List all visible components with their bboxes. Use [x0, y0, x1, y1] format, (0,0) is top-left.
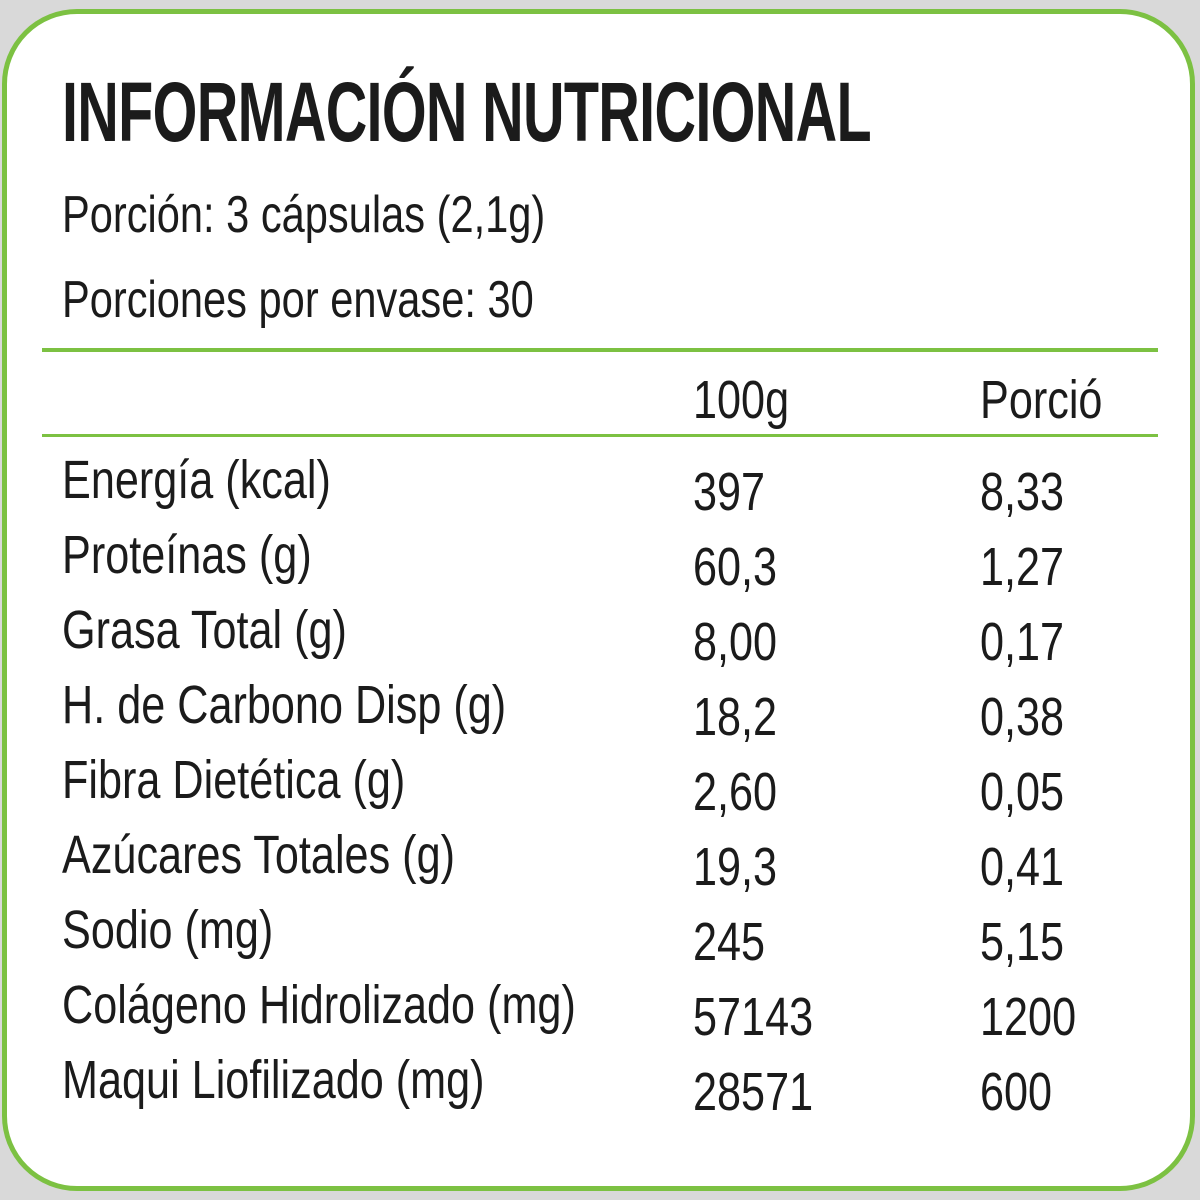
nutrient-row: Sodio (mg) 245 5,15: [0, 900, 1200, 975]
value-per-portion: 600: [980, 1062, 1053, 1122]
nutrient-row: H. de Carbono Disp (g) 18,2 0,38: [0, 675, 1200, 750]
value-per-100g: 245: [693, 912, 766, 972]
value-per-portion: 0,41: [980, 837, 1065, 897]
servings-per-container: Porciones por envase: 30: [62, 271, 534, 329]
nutrient-label: Grasa Total (g): [62, 600, 347, 660]
value-per-100g: 57143: [693, 987, 814, 1047]
serving-size: Porción: 3 cápsulas (2,1g): [62, 186, 546, 244]
value-per-100g: 19,3: [693, 837, 778, 897]
nutrient-row: Energía (kcal) 397 8,33: [0, 450, 1200, 525]
nutrient-row: Fibra Dietética (g) 2,60 0,05: [0, 750, 1200, 825]
nutrient-row: Azúcares Totales (g) 19,3 0,41: [0, 825, 1200, 900]
nutrient-label: Sodio (mg): [62, 900, 274, 960]
nutrient-row: Grasa Total (g) 8,00 0,17: [0, 600, 1200, 675]
nutrient-label: H. de Carbono Disp (g): [62, 675, 507, 735]
nutrient-row: Proteínas (g) 60,3 1,27: [0, 525, 1200, 600]
label-title: INFORMACIÓN NUTRICIONAL: [62, 65, 872, 159]
column-header-100g: 100g: [693, 370, 790, 430]
value-per-portion: 1,27: [980, 537, 1065, 597]
value-per-100g: 8,00: [693, 612, 778, 672]
value-per-portion: 8,33: [980, 462, 1065, 522]
value-per-100g: 28571: [693, 1062, 814, 1122]
value-per-100g: 397: [693, 462, 766, 522]
value-per-100g: 2,60: [693, 762, 778, 822]
nutrient-row: Colágeno Hidrolizado (mg) 57143 1200: [0, 975, 1200, 1050]
value-per-100g: 18,2: [693, 687, 778, 747]
value-per-portion: 1200: [980, 987, 1077, 1047]
nutrition-label-card: [2, 9, 1195, 1191]
column-header-portion: Porció: [980, 370, 1103, 430]
nutrient-label: Fibra Dietética (g): [62, 750, 406, 810]
value-per-portion: 5,15: [980, 912, 1065, 972]
nutrient-label: Maqui Liofilizado (mg): [62, 1050, 485, 1110]
value-per-portion: 0,17: [980, 612, 1065, 672]
value-per-portion: 0,38: [980, 687, 1065, 747]
nutrient-label: Proteínas (g): [62, 525, 312, 585]
nutrient-row: Maqui Liofilizado (mg) 28571 600: [0, 1050, 1200, 1125]
nutrient-label: Energía (kcal): [62, 450, 331, 510]
nutrient-label: Colágeno Hidrolizado (mg): [62, 975, 576, 1035]
divider-top: [42, 348, 1158, 352]
value-per-portion: 0,05: [980, 762, 1065, 822]
nutrient-label: Azúcares Totales (g): [62, 825, 455, 885]
divider-header: [42, 434, 1158, 437]
value-per-100g: 60,3: [693, 537, 778, 597]
